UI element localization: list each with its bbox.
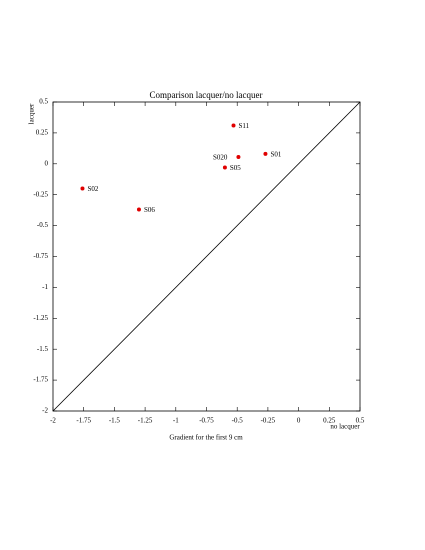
identity-line [52,101,361,412]
x-tick-label: -0.75 [199,417,214,425]
x-tick-label: 0.5 [356,417,365,425]
y-axis-label: lacquer [28,103,36,124]
y-tick-label: -1.75 [33,376,48,384]
point-label: S06 [144,206,155,214]
y-tick-label: -0.25 [33,190,48,198]
x-tick-label: -2 [50,417,56,425]
y-tick-label: 0 [45,159,49,167]
x-tick-label: 0 [297,417,301,425]
point [136,207,141,212]
y-tick-label: -2 [42,407,48,415]
x-tick-label: -1 [173,417,179,425]
point [231,123,236,128]
x-tick-label: -0.5 [232,417,244,425]
y-tick-label: 0.5 [39,98,48,106]
point [80,186,85,191]
point [222,165,227,170]
x-axis-label: Gradient for the first 9 cm [169,434,243,442]
point-label: S02 [87,185,98,193]
x-tick-label: -1.25 [138,417,153,425]
chart-title: Comparison lacquer/no lacquer [150,90,263,100]
point [263,151,268,156]
x-tick-label: -1.5 [109,417,121,425]
point-label: S020 [213,154,228,162]
x-tick-label: -1.75 [76,417,91,425]
x-axis-label-right: no lacquer [330,423,360,431]
y-tick-label: -1.25 [33,314,48,322]
y-tick-label: -0.5 [37,221,49,229]
point-label: S01 [270,151,281,159]
x-tick-label: -0.25 [261,417,276,425]
y-tick-label: -1.5 [37,345,49,353]
point [236,155,241,160]
x-tick-label: 0.25 [323,417,336,425]
point-label: S05 [230,164,241,172]
y-tick-label: -0.75 [33,252,48,260]
y-tick-label: 0.25 [36,129,49,137]
point-label: S11 [239,122,250,130]
y-tick-label: -1 [42,283,48,291]
